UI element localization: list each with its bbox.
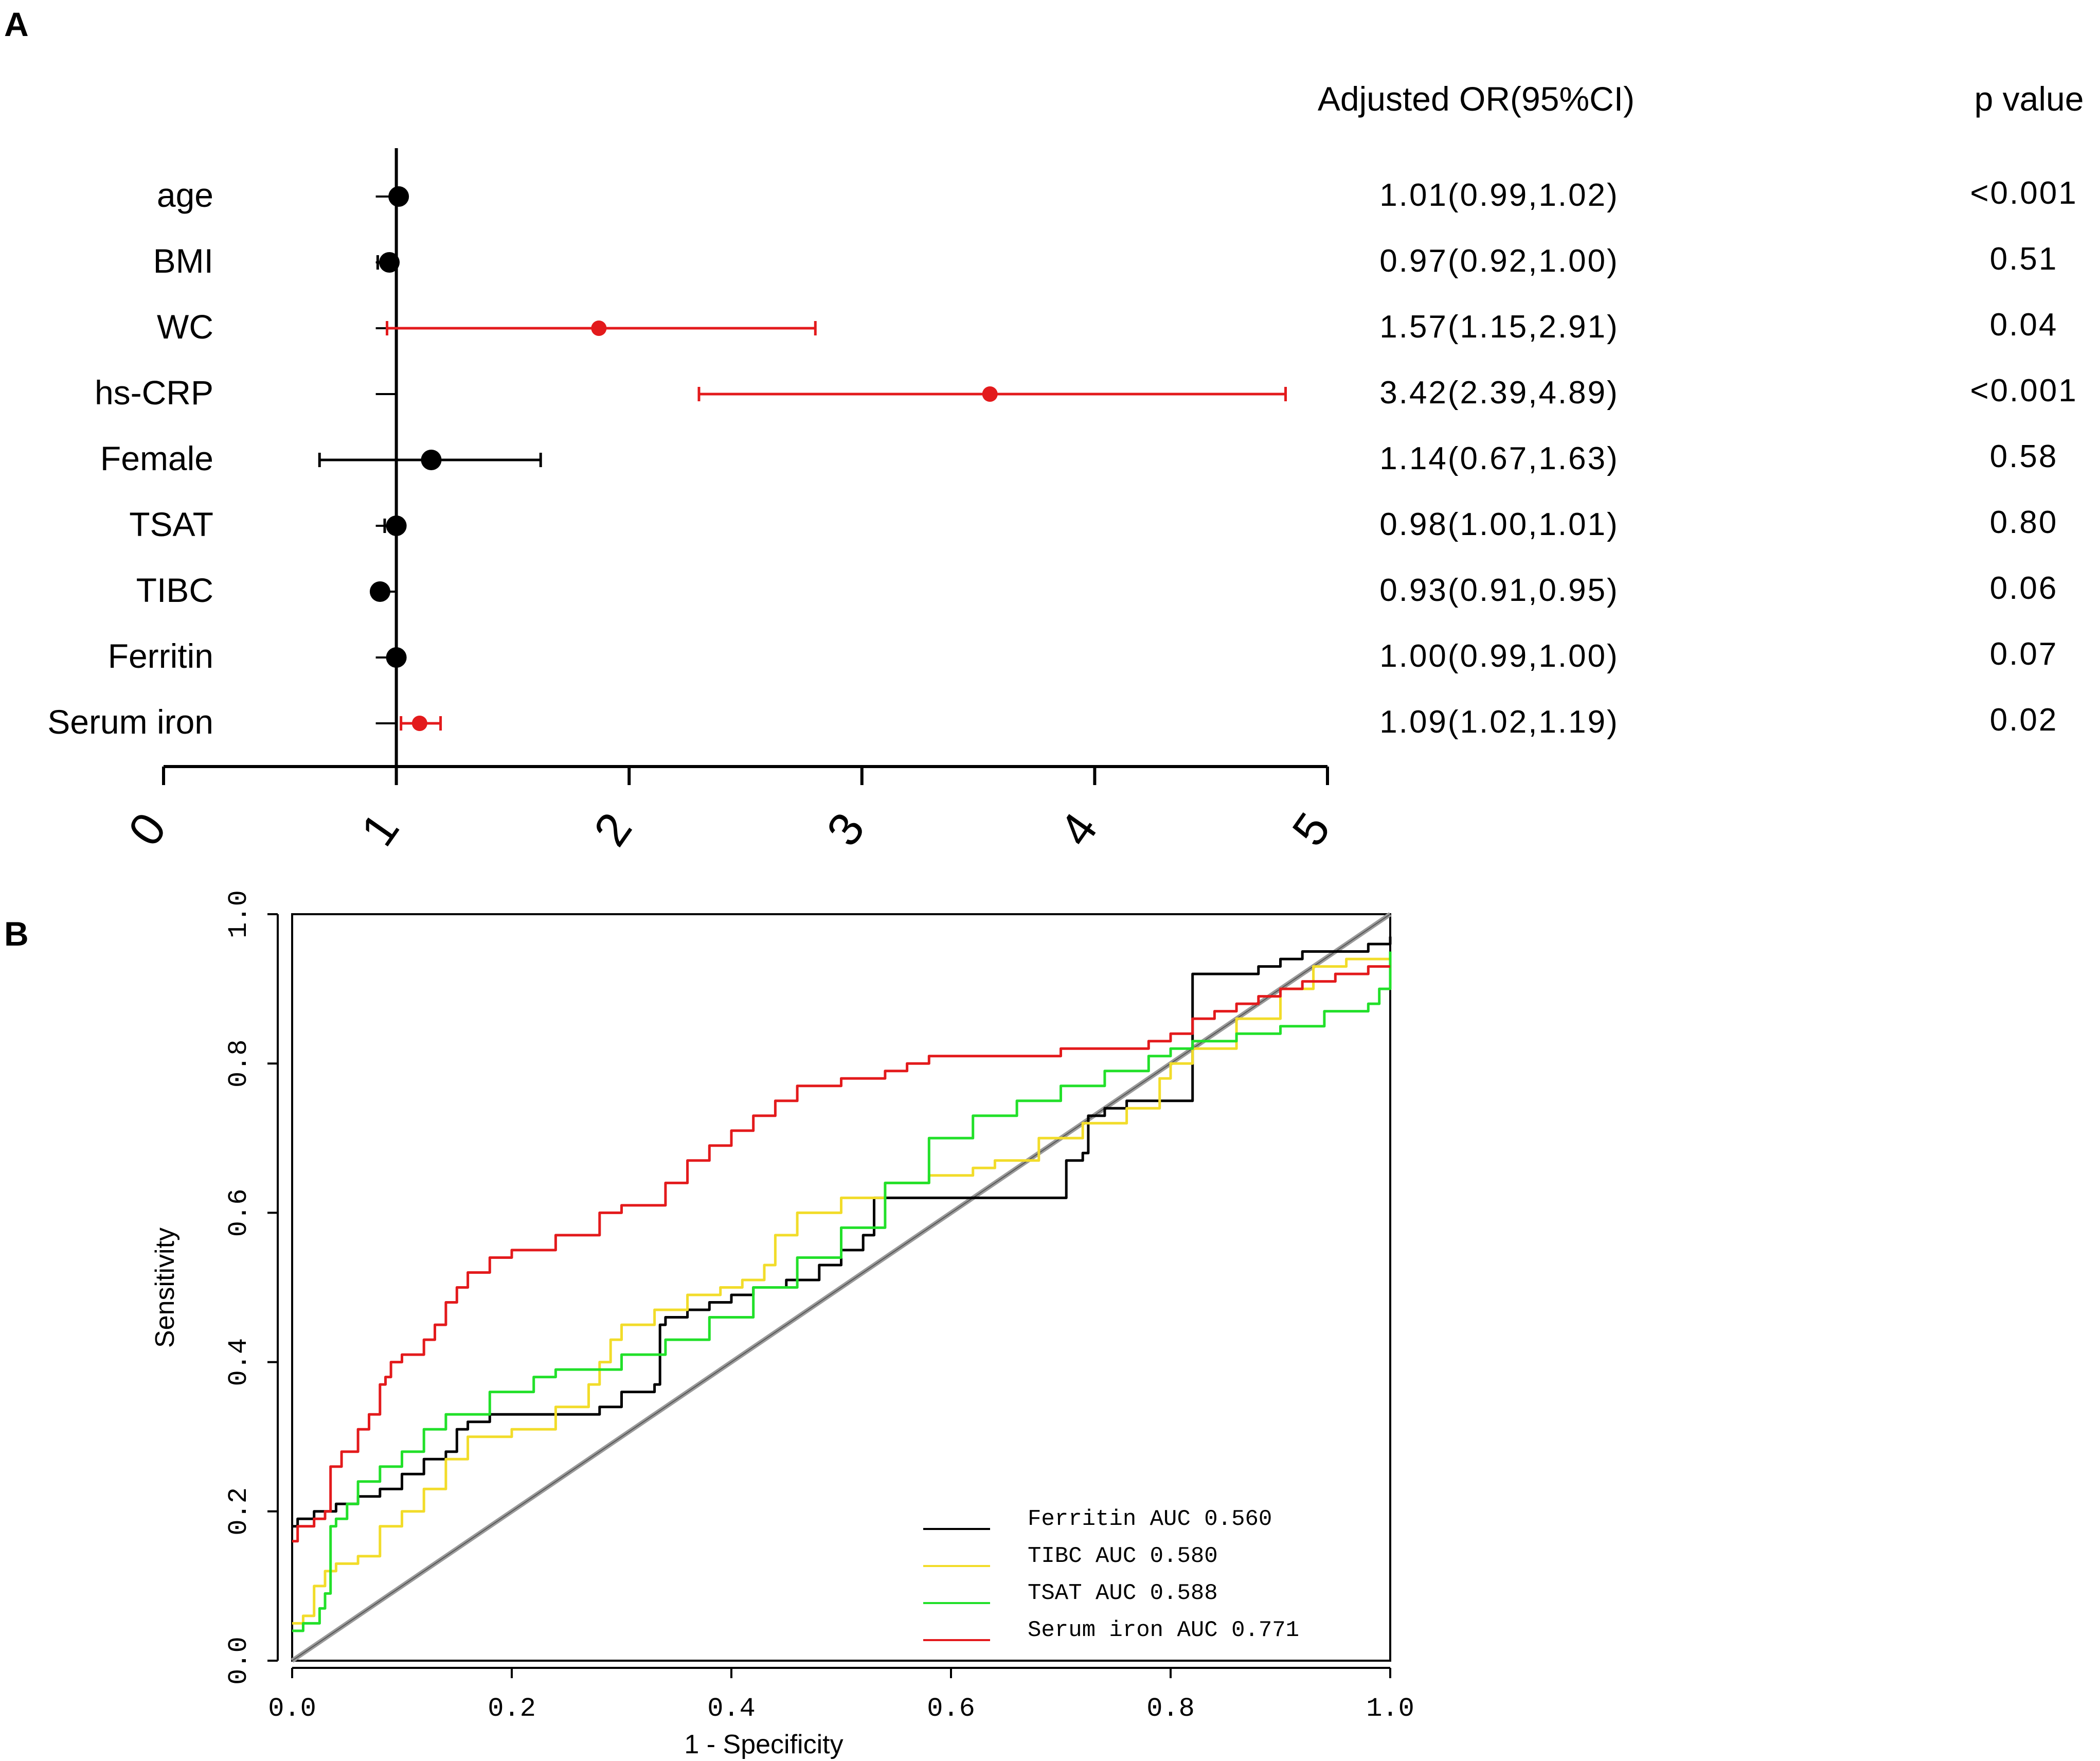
legend-label: Serum iron AUC 0.771 xyxy=(1028,1617,1299,1643)
p-column-header: p value xyxy=(1975,80,2084,118)
forest-row: Female 1.14(0.67,1.63) 0.58 xyxy=(100,439,2058,477)
roc-curve xyxy=(292,936,1392,1528)
p-value: 0.04 xyxy=(1990,307,2058,343)
point-estimate xyxy=(982,386,998,402)
roc-plot-frame xyxy=(291,913,1391,1662)
forest-axis-tick-label: 2 xyxy=(584,804,642,855)
p-value: 0.02 xyxy=(1990,702,2058,738)
row-label: age xyxy=(157,176,213,214)
roc-x-tick-label: 0.4 xyxy=(707,1694,756,1724)
roc-curve xyxy=(292,965,1390,1543)
p-value: 0.07 xyxy=(1990,636,2058,672)
roc-curve xyxy=(292,951,1392,1625)
or-ci-value: 1.00(0.99,1.00) xyxy=(1379,638,1619,674)
roc-y-tick-label: 0.0 xyxy=(224,1637,254,1685)
row-label: WC xyxy=(157,308,213,346)
or-ci-value: 0.93(0.91,0.95) xyxy=(1379,573,1619,608)
panel-b-label: B xyxy=(4,915,29,953)
forest-row: Ferritin 1.00(0.99,1.00) 0.07 xyxy=(108,636,2058,675)
roc-x-tick-label: 0.6 xyxy=(927,1694,975,1724)
point-estimate xyxy=(591,321,607,336)
forest-axis-tick-label: 5 xyxy=(1282,804,1340,855)
roc-x-tick-label: 0.8 xyxy=(1146,1694,1195,1724)
roc-diagonal-core xyxy=(292,914,1391,1661)
roc-legend: Ferritin AUC 0.560 TIBC AUC 0.580 TSAT AUC… xyxy=(923,1506,1299,1643)
roc-y-tick-label: 0.6 xyxy=(224,1189,254,1237)
forest-axis-tick-label: 1 xyxy=(351,804,409,855)
panel-a-label: A xyxy=(4,5,29,43)
row-label: Ferritin xyxy=(108,637,213,675)
forest-row: Serum iron 1.09(1.02,1.19) 0.02 xyxy=(47,702,2058,741)
point-estimate xyxy=(421,450,442,470)
forest-row: hs-CRP 3.42(2.39,4.89) <0.001 xyxy=(95,373,2077,412)
roc-y-tick-label: 0.2 xyxy=(224,1487,254,1536)
legend-label: Ferritin AUC 0.560 xyxy=(1028,1506,1272,1532)
row-label: TSAT xyxy=(129,505,213,543)
forest-row: TIBC 0.93(0.91,0.95) 0.06 xyxy=(136,571,2058,609)
p-value: <0.001 xyxy=(1970,373,2077,408)
forest-axis-tick-label: 0 xyxy=(118,804,176,855)
roc-y-axis-label: Sensitivity xyxy=(150,1228,180,1348)
roc-y-tick-label: 1.0 xyxy=(224,890,254,938)
forest-axis-tick-label: 4 xyxy=(1050,804,1108,855)
or-column-header: Adjusted OR(95%CI) xyxy=(1318,80,1635,118)
roc-x-tick-label: 1.0 xyxy=(1366,1694,1414,1724)
p-value: 0.80 xyxy=(1990,505,2058,540)
row-label: Serum iron xyxy=(47,703,213,741)
row-label: TIBC xyxy=(136,571,213,609)
point-estimate xyxy=(388,186,409,207)
legend-label: TSAT AUC 0.588 xyxy=(1028,1580,1218,1606)
row-label: BMI xyxy=(153,242,213,280)
roc-x-tick-label: 0.0 xyxy=(268,1694,316,1724)
roc-curve xyxy=(292,951,1392,1632)
p-value: 0.06 xyxy=(1990,571,2058,606)
forest-row: BMI 0.97(0.92,1.00) 0.51 xyxy=(153,241,2058,280)
roc-plot: 0.0 0.2 0.4 0.6 0.8 1.0 0.0 0.2 0.4 0.6 0.8 1.0 1 -… xyxy=(150,890,1414,1759)
point-estimate xyxy=(379,252,400,273)
or-ci-value: 0.98(1.00,1.01) xyxy=(1379,507,1619,542)
row-label: hs-CRP xyxy=(95,373,213,412)
forest-row: TSAT 0.98(1.00,1.01) 0.80 xyxy=(129,505,2058,543)
roc-x-axis-label: 1 - Specificity xyxy=(684,1730,843,1759)
point-estimate xyxy=(386,515,407,536)
roc-y-tick-label: 0.4 xyxy=(224,1338,254,1386)
p-value: 0.51 xyxy=(1990,241,2058,277)
point-estimate xyxy=(411,716,427,731)
row-label: Female xyxy=(100,439,213,477)
or-ci-value: 1.57(1.15,2.91) xyxy=(1379,309,1619,345)
roc-x-tick-label: 0.2 xyxy=(488,1694,536,1724)
p-value: 0.58 xyxy=(1990,439,2058,474)
forest-row: WC 1.57(1.15,2.91) 0.04 xyxy=(157,307,2058,346)
p-value: <0.001 xyxy=(1970,175,2077,211)
or-ci-value: 1.01(0.99,1.02) xyxy=(1379,177,1619,213)
or-ci-value: 0.97(0.92,1.00) xyxy=(1379,243,1619,279)
forest-plot: Adjusted OR(95%CI) p value age 1.01(0.99,… xyxy=(47,80,2084,855)
or-ci-value: 1.09(1.02,1.19) xyxy=(1379,704,1619,740)
forest-row: age 1.01(0.99,1.02) <0.001 xyxy=(157,175,2077,214)
roc-y-tick-label: 0.8 xyxy=(224,1039,254,1088)
forest-x-axis: 0 1 2 3 4 5 xyxy=(118,765,1340,855)
or-ci-value: 3.42(2.39,4.89) xyxy=(1379,375,1619,411)
point-estimate xyxy=(369,581,390,602)
legend-label: TIBC AUC 0.580 xyxy=(1028,1543,1218,1569)
or-ci-value: 1.14(0.67,1.63) xyxy=(1379,441,1619,476)
point-estimate xyxy=(386,647,407,668)
forest-axis-tick-label: 3 xyxy=(817,804,875,855)
